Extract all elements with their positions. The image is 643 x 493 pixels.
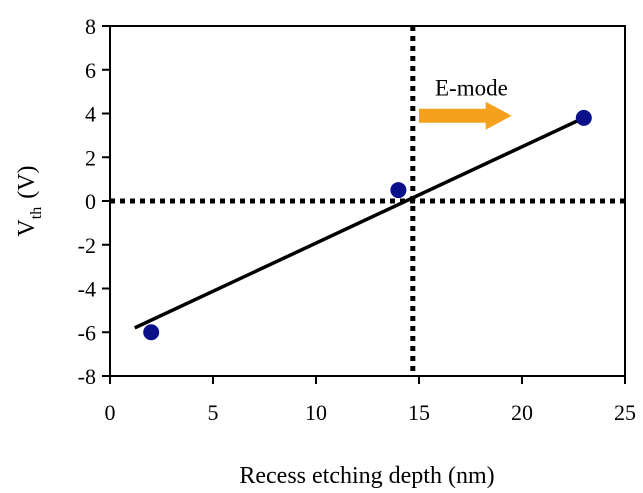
y-tick-label: 0 bbox=[85, 189, 96, 214]
annotation-group: E-mode bbox=[419, 76, 512, 130]
y-tick-label: 6 bbox=[85, 58, 96, 83]
y-tick-label: 4 bbox=[85, 102, 96, 127]
reference-lines bbox=[110, 26, 625, 376]
x-axis-label: Recess etching depth (nm) bbox=[239, 463, 494, 489]
y-axis-label-unit: (V) bbox=[14, 165, 40, 198]
x-tick-label: 10 bbox=[305, 400, 327, 425]
x-tick-label: 20 bbox=[511, 400, 533, 425]
y-tick-label: 8 bbox=[85, 14, 96, 39]
data-point bbox=[390, 182, 407, 199]
y-axis-label-symbol: V bbox=[14, 219, 40, 237]
e-mode-arrow bbox=[419, 101, 512, 130]
y-axis-label-subscript: th bbox=[28, 207, 45, 219]
y-tick-label: -4 bbox=[78, 277, 96, 302]
data-point bbox=[575, 109, 592, 126]
x-tick-label: 0 bbox=[105, 400, 116, 425]
x-axis-ticks: 0 5 10 15 20 25 bbox=[105, 376, 636, 425]
y-axis-label: Vth (V) bbox=[14, 165, 45, 236]
y-tick-label: -8 bbox=[78, 364, 96, 389]
y-tick-label: 2 bbox=[85, 145, 96, 170]
plot-area-frame bbox=[109, 25, 626, 377]
x-tick-label: 5 bbox=[208, 400, 219, 425]
e-mode-label: E-mode bbox=[435, 76, 508, 101]
x-tick-label: 25 bbox=[614, 400, 636, 425]
fit-line-group bbox=[133, 116, 585, 330]
y-tick-label: -6 bbox=[78, 320, 96, 345]
x-tick-label: 15 bbox=[408, 400, 430, 425]
y-axis-ticks: 8 6 4 2 0 -2 -4 -6 -8 bbox=[78, 14, 110, 389]
data-point bbox=[143, 324, 160, 341]
y-tick-label: -2 bbox=[78, 233, 96, 258]
data-points bbox=[143, 109, 592, 341]
linear-fit-line bbox=[133, 116, 585, 330]
